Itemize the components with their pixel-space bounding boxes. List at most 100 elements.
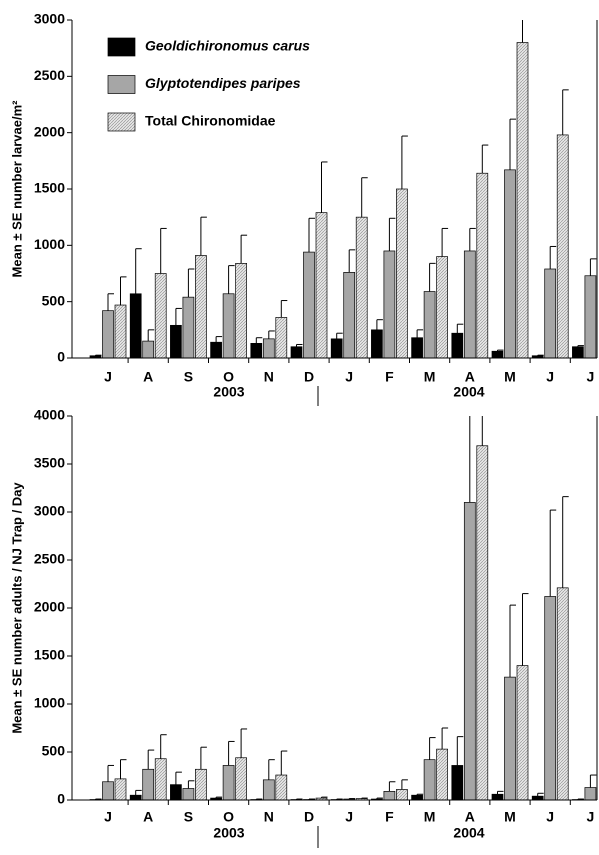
bar (130, 795, 141, 800)
bar (505, 677, 516, 800)
x-tick-label: N (264, 809, 274, 825)
x-tick-label: F (385, 369, 394, 385)
y-tick-label: 2000 (34, 123, 65, 139)
bar (557, 135, 568, 358)
y-tick-label: 1000 (34, 695, 65, 711)
year-label: 2004 (453, 384, 484, 400)
bar (517, 43, 528, 358)
year-label: 2003 (213, 825, 244, 841)
legend-swatch (108, 113, 135, 131)
legend-label: Total Chironomidae (145, 113, 276, 129)
x-tick-label: J (546, 369, 554, 385)
bar (291, 347, 302, 358)
x-tick-label: J (546, 809, 554, 825)
bar (452, 333, 463, 358)
bar (545, 596, 556, 800)
year-label: 2004 (453, 825, 484, 841)
bar (103, 782, 114, 800)
bar (464, 502, 475, 800)
bar (384, 251, 395, 358)
bar (170, 785, 181, 800)
x-tick-label: N (264, 369, 274, 385)
bar (170, 325, 181, 358)
x-tick-label: M (424, 809, 436, 825)
y-tick-label: 1500 (34, 647, 65, 663)
x-tick-label: A (465, 809, 475, 825)
x-tick-label: J (104, 809, 112, 825)
x-tick-label: A (465, 369, 475, 385)
bar (143, 769, 154, 800)
bar (384, 791, 395, 800)
x-tick-label: M (504, 809, 516, 825)
bar (115, 779, 126, 800)
y-tick-label: 2500 (34, 551, 65, 567)
x-tick-label: D (304, 809, 314, 825)
y-tick-label: 500 (42, 743, 66, 759)
bar (585, 788, 596, 800)
x-tick-label: A (143, 369, 153, 385)
legend-swatch (108, 76, 135, 94)
bar (115, 305, 126, 358)
bar (505, 170, 516, 358)
bar (344, 272, 355, 358)
y-tick-label: 2000 (34, 599, 65, 615)
legend-label: Glyptotendipes paripes (145, 75, 301, 91)
year-label: 2003 (213, 384, 244, 400)
bar (412, 338, 423, 358)
x-tick-label: J (345, 809, 353, 825)
bar (517, 666, 528, 800)
bar (452, 765, 463, 800)
y-tick-label: 0 (57, 791, 65, 807)
y-tick-label: 4000 (34, 407, 65, 423)
x-tick-label: S (184, 809, 193, 825)
y-tick-label: 3500 (34, 455, 65, 471)
bar (223, 294, 234, 358)
y-tick-label: 500 (42, 292, 66, 308)
bar (557, 588, 568, 800)
bar (437, 257, 448, 358)
bar (396, 189, 407, 358)
y-tick-label: 2500 (34, 67, 65, 83)
x-tick-label: D (304, 369, 314, 385)
bar (532, 796, 543, 800)
bar (263, 780, 274, 800)
bar (211, 342, 222, 358)
bar (183, 297, 194, 358)
bar (412, 795, 423, 800)
bar (195, 255, 206, 358)
bar (545, 269, 556, 358)
bar (276, 317, 287, 358)
x-tick-label: M (504, 369, 516, 385)
bar (477, 173, 488, 358)
bar (183, 788, 194, 800)
bar (155, 274, 166, 359)
bar (464, 251, 475, 358)
bar (143, 341, 154, 358)
bar (356, 217, 367, 358)
x-tick-label: O (223, 369, 234, 385)
y-tick-label: 3000 (34, 503, 65, 519)
bar (585, 276, 596, 358)
bar (223, 765, 234, 800)
bar (492, 794, 503, 800)
bar (572, 347, 583, 358)
bar (251, 343, 262, 358)
x-tick-label: F (385, 809, 394, 825)
bar (130, 294, 141, 358)
y-tick-label: 1500 (34, 180, 65, 196)
bar (316, 213, 327, 358)
x-tick-label: J (587, 369, 595, 385)
bar (195, 769, 206, 800)
bar (396, 789, 407, 800)
bar (263, 339, 274, 358)
y-tick-label: 3000 (34, 11, 65, 27)
bar (236, 758, 247, 800)
x-tick-label: J (104, 369, 112, 385)
x-tick-label: S (184, 369, 193, 385)
bar (304, 252, 315, 358)
legend-label: Geoldichironomus carus (145, 38, 310, 54)
bar (437, 749, 448, 800)
bar (371, 330, 382, 358)
x-tick-label: A (143, 809, 153, 825)
